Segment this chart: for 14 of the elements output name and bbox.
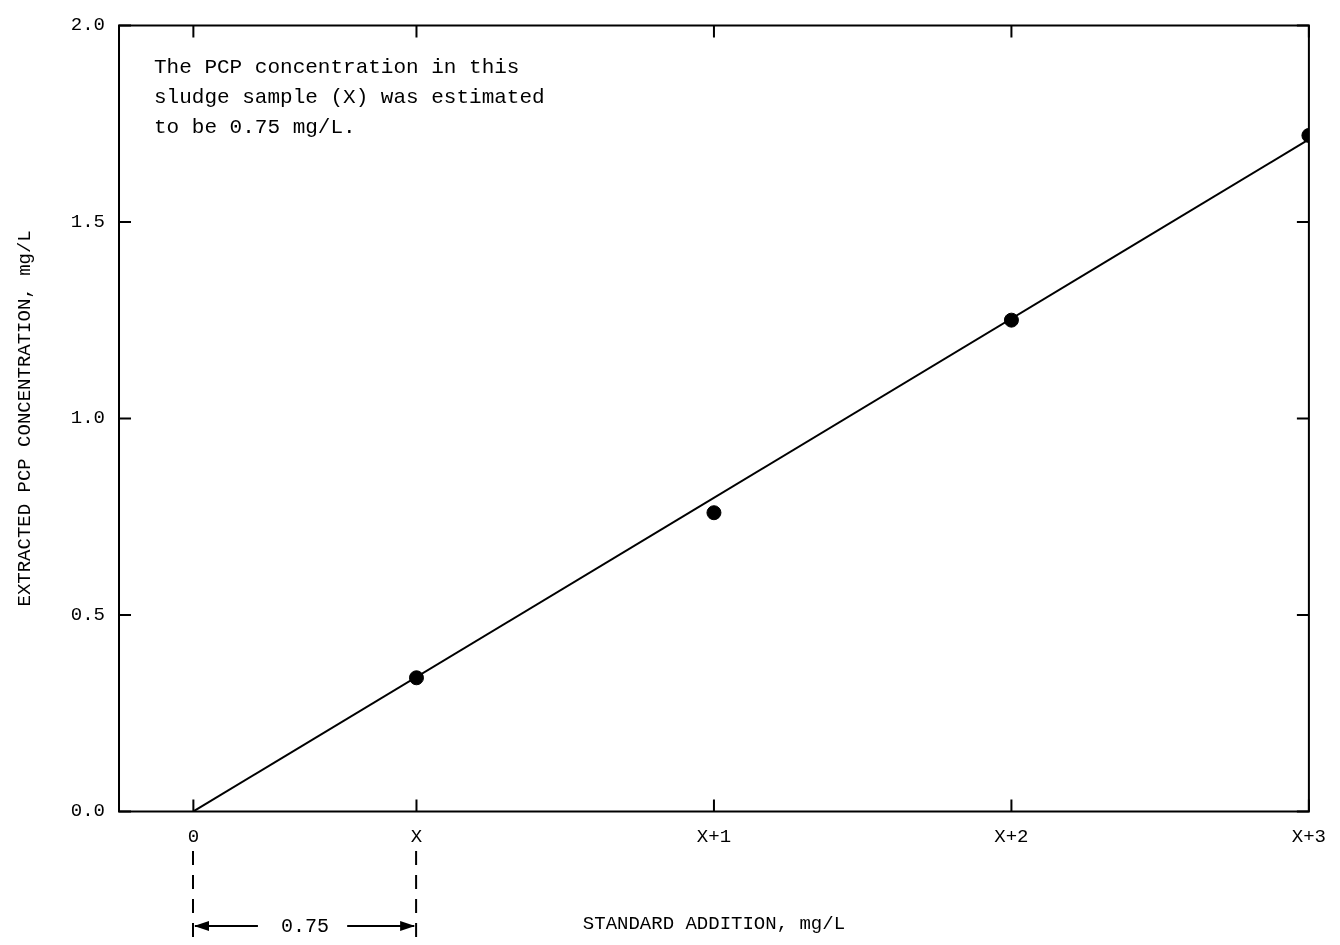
y-tick-label: 0.5 xyxy=(70,603,106,626)
annotation: The PCP concentration in this sludge sample (X) was estimated to be 0.75 mg/L. xyxy=(154,56,545,140)
x-tick-label: X+1 xyxy=(696,825,732,848)
y-tick-label: 1.0 xyxy=(70,407,106,430)
y-tick-label: 0.0 xyxy=(70,800,106,823)
y-tick-label: 1.5 xyxy=(70,210,106,233)
x-tick-label: X xyxy=(410,825,423,848)
x-axis-title: STANDARD ADDITION, mg/L xyxy=(582,912,846,935)
y-axis-title: EXTRACTED PCP CONCENTRATION, mg/L xyxy=(14,230,37,607)
text: 0.75 xyxy=(280,914,329,938)
x-tick-label: X+3 xyxy=(1291,825,1327,848)
y-tick-label: 2.0 xyxy=(70,14,106,37)
x-tick-label: 0 xyxy=(187,825,200,848)
x-tick-label: X+2 xyxy=(994,825,1029,848)
